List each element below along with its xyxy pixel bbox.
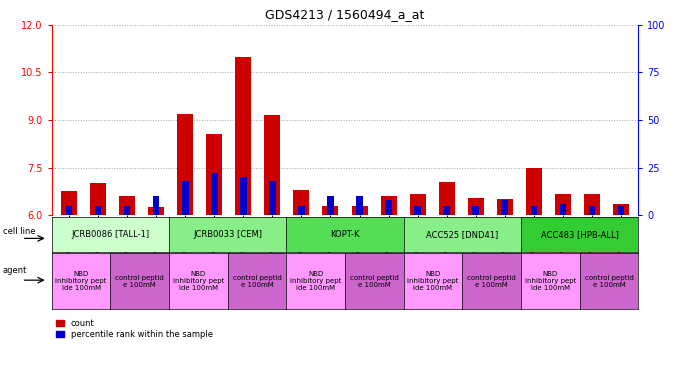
Text: NBD
inhibitory pept
ide 100mM: NBD inhibitory pept ide 100mM (290, 271, 342, 291)
Text: ACC483 [HPB-ALL]: ACC483 [HPB-ALL] (541, 230, 618, 239)
Bar (385, 200, 392, 215)
Bar (560, 204, 566, 215)
Bar (206, 134, 222, 215)
Bar (526, 167, 542, 215)
Text: NBD
inhibitory pept
ide 100mM: NBD inhibitory pept ide 100mM (524, 271, 576, 291)
Bar (264, 115, 280, 215)
Bar (497, 199, 513, 215)
Text: agent: agent (3, 266, 27, 275)
Bar (439, 182, 455, 215)
Text: ACC525 [DND41]: ACC525 [DND41] (426, 230, 498, 239)
Bar (66, 205, 72, 215)
Bar (502, 200, 508, 215)
Bar (531, 205, 537, 215)
Legend: count, percentile rank within the sample: count, percentile rank within the sample (56, 319, 213, 339)
Bar (618, 205, 624, 215)
Bar (468, 198, 484, 215)
Bar (444, 205, 450, 215)
Bar (381, 196, 397, 215)
Bar (119, 196, 135, 215)
Text: control peptid
e 100mM: control peptid e 100mM (233, 275, 282, 288)
Bar (298, 205, 305, 215)
Text: NBD
inhibitory pept
ide 100mM: NBD inhibitory pept ide 100mM (172, 271, 224, 291)
Bar (410, 194, 426, 215)
Bar (415, 205, 421, 215)
Bar (613, 204, 629, 215)
Text: GDS4213 / 1560494_a_at: GDS4213 / 1560494_a_at (266, 8, 424, 21)
Bar (235, 56, 251, 215)
Text: control peptid
e 100mM: control peptid e 100mM (115, 275, 164, 288)
Bar (240, 177, 246, 215)
Bar (269, 181, 275, 215)
Bar (351, 205, 368, 215)
Text: JCRB0033 [CEM]: JCRB0033 [CEM] (193, 230, 262, 239)
Bar (322, 205, 339, 215)
Text: control peptid
e 100mM: control peptid e 100mM (467, 275, 516, 288)
Text: control peptid
e 100mM: control peptid e 100mM (584, 275, 633, 288)
Bar (61, 191, 77, 215)
Bar (124, 205, 130, 215)
Text: cell line: cell line (3, 227, 35, 236)
Bar (584, 194, 600, 215)
Bar (177, 114, 193, 215)
Bar (148, 207, 164, 215)
Text: control peptid
e 100mM: control peptid e 100mM (350, 275, 399, 288)
Bar (90, 184, 106, 215)
Bar (95, 205, 101, 215)
Bar (327, 196, 334, 215)
Bar (473, 205, 479, 215)
Bar (211, 173, 217, 215)
Bar (293, 190, 309, 215)
Bar (589, 205, 595, 215)
Text: KOPT-K: KOPT-K (331, 230, 359, 239)
Bar (356, 196, 363, 215)
Text: NBD
inhibitory pept
ide 100mM: NBD inhibitory pept ide 100mM (55, 271, 107, 291)
Text: NBD
inhibitory pept
ide 100mM: NBD inhibitory pept ide 100mM (407, 271, 459, 291)
Bar (555, 194, 571, 215)
Text: JCRB0086 [TALL-1]: JCRB0086 [TALL-1] (71, 230, 150, 239)
Bar (182, 181, 188, 215)
Bar (153, 196, 159, 215)
